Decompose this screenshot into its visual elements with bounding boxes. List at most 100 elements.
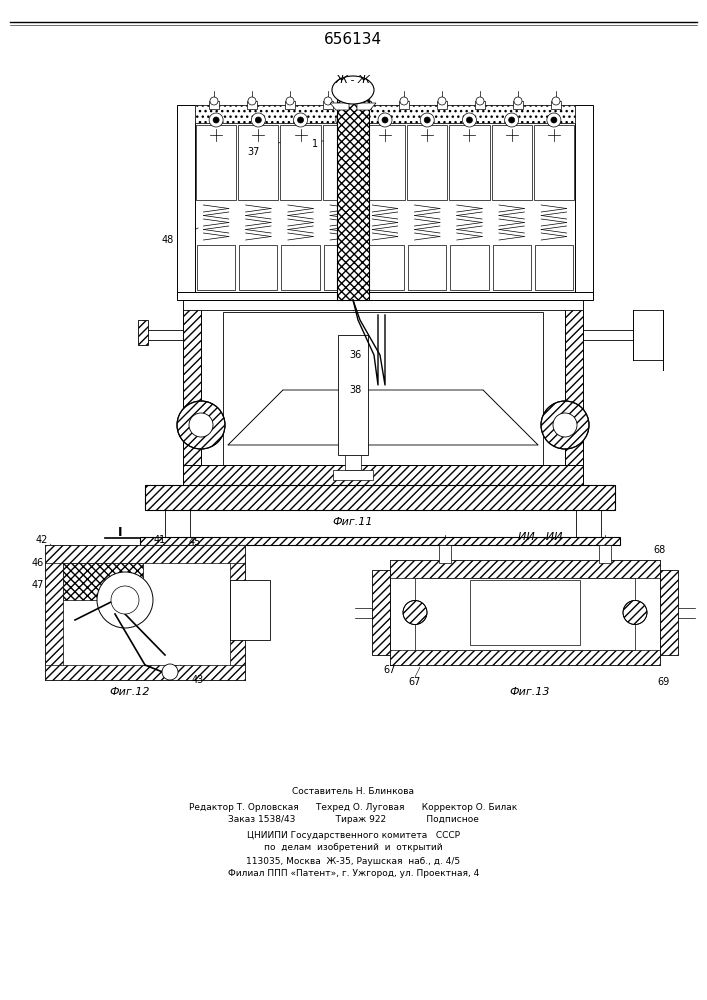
Bar — [493, 245, 531, 290]
Circle shape — [382, 117, 388, 123]
Circle shape — [210, 97, 218, 105]
Text: Фиг.11: Фиг.11 — [333, 517, 373, 527]
Bar — [450, 245, 489, 290]
Bar — [183, 300, 583, 310]
Bar — [281, 245, 320, 290]
Text: 67: 67 — [384, 665, 396, 675]
Circle shape — [298, 117, 303, 123]
Bar — [138, 320, 148, 345]
Bar — [491, 125, 532, 200]
Circle shape — [438, 97, 446, 105]
Circle shape — [514, 97, 522, 105]
Circle shape — [378, 113, 392, 127]
Bar — [140, 537, 620, 545]
Circle shape — [467, 117, 472, 123]
Bar — [45, 545, 245, 680]
Bar — [372, 570, 390, 655]
Bar — [475, 101, 485, 109]
Circle shape — [551, 117, 557, 123]
Circle shape — [111, 586, 139, 614]
Text: 37: 37 — [247, 147, 259, 157]
Bar — [177, 105, 195, 295]
Bar — [407, 125, 448, 200]
Bar — [196, 125, 236, 200]
Circle shape — [97, 572, 153, 628]
Bar — [230, 580, 270, 640]
Text: 46: 46 — [32, 558, 44, 568]
Bar — [247, 101, 257, 109]
Circle shape — [623, 600, 647, 624]
Bar — [415, 578, 635, 650]
Bar — [439, 545, 451, 563]
Bar — [45, 545, 63, 680]
Circle shape — [336, 113, 350, 127]
Circle shape — [420, 113, 434, 127]
Bar — [324, 245, 362, 290]
Bar — [599, 545, 611, 563]
Bar — [209, 101, 219, 109]
Polygon shape — [330, 103, 376, 110]
Bar — [408, 245, 446, 290]
Text: ЦНИИПИ Государственного комитета   СССР: ЦНИИПИ Государственного комитета СССР — [247, 830, 460, 840]
Text: 1: 1 — [312, 139, 318, 149]
Bar — [390, 650, 660, 665]
Text: I: I — [118, 526, 122, 540]
Bar — [337, 100, 369, 300]
Bar — [513, 101, 523, 109]
Circle shape — [541, 401, 589, 449]
Text: Фиг.13: Фиг.13 — [510, 687, 550, 697]
Bar — [551, 101, 561, 109]
Circle shape — [286, 97, 294, 105]
Bar — [239, 245, 277, 290]
Bar — [565, 300, 583, 465]
Circle shape — [505, 113, 519, 127]
Bar — [390, 560, 660, 665]
Circle shape — [248, 97, 256, 105]
Bar — [183, 300, 201, 465]
Text: Редактор Т. Орловская      Техред О. Луговая      Корректор О. Билак: Редактор Т. Орловская Техред О. Луговая … — [189, 802, 518, 812]
Text: 42: 42 — [36, 535, 48, 545]
Text: 48: 48 — [162, 235, 174, 245]
Circle shape — [424, 117, 431, 123]
Bar — [285, 101, 295, 109]
Bar — [534, 125, 574, 200]
Bar — [575, 105, 593, 295]
Circle shape — [547, 113, 561, 127]
Bar — [399, 101, 409, 109]
Circle shape — [293, 113, 308, 127]
Circle shape — [162, 664, 178, 680]
Text: 68: 68 — [654, 545, 666, 555]
Text: 113035, Москва  Ж-35, Раушская  наб., д. 4/5: 113035, Москва Ж-35, Раушская наб., д. 4… — [247, 856, 460, 865]
Bar — [345, 455, 361, 470]
Bar — [177, 292, 593, 300]
Bar — [470, 580, 580, 645]
Text: Ж - Ж: Ж - Ж — [336, 75, 370, 85]
Text: Фиг.12: Фиг.12 — [110, 687, 151, 697]
Bar — [195, 105, 575, 123]
Polygon shape — [228, 390, 538, 445]
Text: Филиал ППП «Патент», г. Ужгород, ул. Проектная, 4: Филиал ППП «Патент», г. Ужгород, ул. Про… — [228, 869, 479, 879]
Text: 41: 41 — [154, 535, 166, 545]
Bar — [145, 485, 615, 510]
Bar — [45, 665, 245, 680]
Bar — [230, 545, 245, 680]
Circle shape — [553, 413, 577, 437]
Text: 45: 45 — [189, 537, 201, 547]
Circle shape — [324, 97, 332, 105]
Bar — [45, 545, 245, 563]
Circle shape — [189, 413, 213, 437]
Bar — [323, 101, 333, 109]
Bar — [281, 125, 321, 200]
Text: 69: 69 — [657, 677, 669, 687]
Bar — [63, 563, 143, 600]
Bar — [365, 125, 405, 200]
Bar — [333, 470, 373, 480]
Bar — [534, 245, 573, 290]
Text: по  делам  изобретений  и  открытий: по делам изобретений и открытий — [264, 844, 443, 852]
Bar — [165, 510, 190, 540]
Circle shape — [403, 600, 427, 624]
Text: Заказ 1538/43              Тираж 922              Подписное: Заказ 1538/43 Тираж 922 Подписное — [228, 816, 479, 824]
Bar — [338, 335, 368, 455]
Text: ИИ - ИИ: ИИ - ИИ — [518, 532, 562, 542]
Bar — [197, 245, 235, 290]
